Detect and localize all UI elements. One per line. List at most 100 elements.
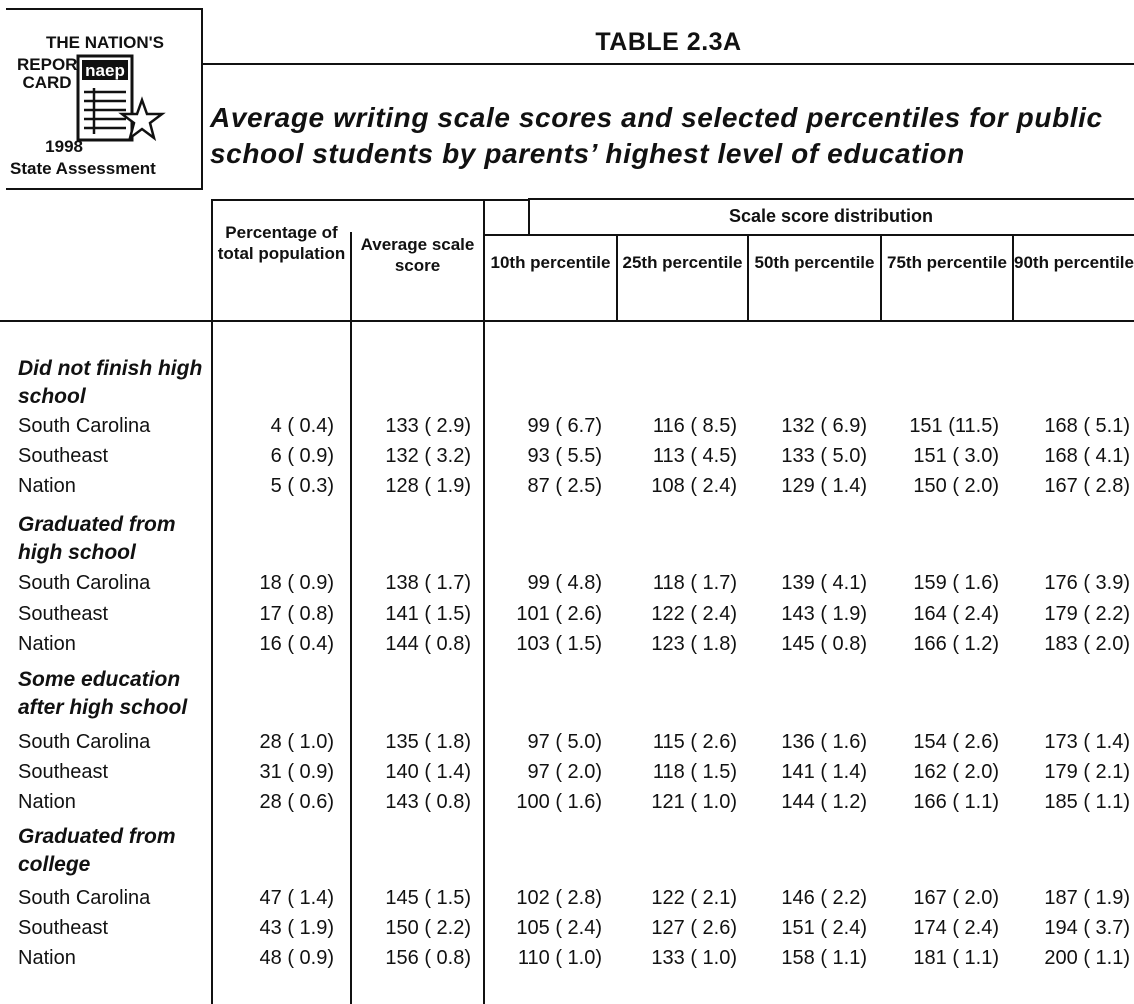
cell-p50: 139 ( 4.1) xyxy=(781,572,867,594)
cell-p10: 87 ( 2.5) xyxy=(527,475,602,497)
cell-average: 145 ( 1.5) xyxy=(385,887,471,909)
cell-average: 135 ( 1.8) xyxy=(385,731,471,753)
cell-p75: 164 ( 2.4) xyxy=(913,603,999,625)
row-label: Southeast xyxy=(18,603,109,625)
cell-percentage: 16 ( 0.4) xyxy=(259,633,334,655)
cell-p75: 162 ( 2.0) xyxy=(913,761,999,783)
logo-report-card-text: REPORT CARD xyxy=(17,55,88,92)
cell-p90: 168 ( 5.1) xyxy=(1044,415,1130,437)
cell-p10: 93 ( 5.5) xyxy=(527,445,602,467)
cell-p10: 97 ( 2.0) xyxy=(527,761,602,783)
cell-p75: 150 ( 2.0) xyxy=(913,475,999,497)
cell-p75: 166 ( 1.1) xyxy=(913,791,999,813)
distribution-underline xyxy=(483,234,1134,236)
group-label: Did not finish high school xyxy=(18,357,203,408)
cell-average: 141 ( 1.5) xyxy=(385,603,471,625)
cell-p90: 176 ( 3.9) xyxy=(1044,572,1130,594)
cell-p90: 173 ( 1.4) xyxy=(1044,731,1130,753)
cell-p90: 187 ( 1.9) xyxy=(1044,887,1130,909)
group-label: Graduated from high school xyxy=(18,513,176,564)
header-divider-25 xyxy=(616,236,618,320)
cell-p75: 154 ( 2.6) xyxy=(913,731,999,753)
cell-p25: 123 ( 1.8) xyxy=(651,633,737,655)
cell-p50: 129 ( 1.4) xyxy=(781,475,867,497)
cell-average: 128 ( 1.9) xyxy=(385,475,471,497)
row-label: Nation xyxy=(18,633,76,655)
cell-p50: 158 ( 1.1) xyxy=(781,947,867,969)
cell-percentage: 4 ( 0.4) xyxy=(270,415,334,437)
cell-p75: 174 ( 2.4) xyxy=(913,917,999,939)
cell-p25: 108 ( 2.4) xyxy=(651,475,737,497)
cell-average: 133 ( 2.9) xyxy=(385,415,471,437)
cell-average: 150 ( 2.2) xyxy=(385,917,471,939)
header-divider-90 xyxy=(1012,236,1014,320)
logo-brand-text: naep xyxy=(85,61,125,80)
cell-average: 140 ( 1.4) xyxy=(385,761,471,783)
cell-p25: 113 ( 4.5) xyxy=(652,445,737,467)
cell-average: 156 ( 0.8) xyxy=(385,947,471,969)
cell-p50: 143 ( 1.9) xyxy=(781,603,867,625)
row-label: Southeast xyxy=(18,761,109,783)
cell-p10: 99 ( 6.7) xyxy=(527,415,602,437)
title-divider xyxy=(203,63,1134,65)
cell-p25: 118 ( 1.7) xyxy=(652,572,737,594)
cell-percentage: 28 ( 1.0) xyxy=(259,731,334,753)
cell-p10: 110 ( 1.0) xyxy=(517,947,602,969)
cell-p90: 179 ( 2.2) xyxy=(1044,603,1130,625)
cell-p50: 141 ( 1.4) xyxy=(781,761,867,783)
cell-p50: 151 ( 2.4) xyxy=(781,917,867,939)
cell-p75: 167 ( 2.0) xyxy=(913,887,999,909)
cell-p25: 118 ( 1.5) xyxy=(652,761,737,783)
cell-p75: 181 ( 1.1) xyxy=(913,947,999,969)
logo-year: 1998 xyxy=(45,137,83,156)
header-divider-50 xyxy=(747,236,749,320)
cell-percentage: 17 ( 0.8) xyxy=(259,603,334,625)
naep-logo: THE NATION'S REPORT CARD naep 1998 State… xyxy=(6,8,203,190)
cell-p75: 151 ( 3.0) xyxy=(913,445,999,467)
cell-percentage: 6 ( 0.9) xyxy=(270,445,334,467)
header-p50: 50th percentile xyxy=(754,253,875,272)
cell-p25: 133 ( 1.0) xyxy=(651,947,737,969)
row-label: Nation xyxy=(18,475,76,497)
header-p75: 75th percentile xyxy=(887,253,1007,272)
cell-percentage: 47 ( 1.4) xyxy=(259,887,334,909)
row-label: South Carolina xyxy=(18,887,151,909)
logo-state-assessment: State Assessment xyxy=(10,159,156,178)
cell-average: 143 ( 0.8) xyxy=(385,791,471,813)
cell-p50: 132 ( 6.9) xyxy=(781,415,867,437)
header-p90: 90th percentile xyxy=(1014,253,1134,272)
group-label: Some education after high school xyxy=(18,668,188,719)
cell-p50: 133 ( 5.0) xyxy=(781,445,867,467)
cell-p50: 145 ( 0.8) xyxy=(781,633,867,655)
table-title: Average writing scale scores and selecte… xyxy=(210,102,1103,169)
cell-percentage: 28 ( 0.6) xyxy=(259,791,334,813)
column-divider-average xyxy=(483,199,485,1004)
cell-p90: 185 ( 1.1) xyxy=(1044,791,1130,813)
cell-p90: 200 ( 1.1) xyxy=(1044,947,1130,969)
cell-p10: 97 ( 5.0) xyxy=(527,731,602,753)
column-divider-label xyxy=(211,199,213,1004)
cell-p10: 100 ( 1.6) xyxy=(516,791,602,813)
cell-percentage: 18 ( 0.9) xyxy=(259,572,334,594)
row-label: South Carolina xyxy=(18,415,151,437)
header-bottom-rule xyxy=(0,320,1134,322)
row-label: Nation xyxy=(18,791,76,813)
cell-p25: 116 ( 8.5) xyxy=(652,415,737,437)
header-top-rule xyxy=(211,199,528,201)
cell-p10: 99 ( 4.8) xyxy=(527,572,602,594)
column-divider-percentage xyxy=(350,232,352,1004)
row-label: Southeast xyxy=(18,445,109,467)
cell-p75: 166 ( 1.2) xyxy=(913,633,999,655)
cell-p50: 146 ( 2.2) xyxy=(781,887,867,909)
header-average: Average scale score xyxy=(360,235,475,275)
cell-p90: 168 ( 4.1) xyxy=(1044,445,1130,467)
header-divider-75 xyxy=(880,236,882,320)
cell-p75: 151 (11.5) xyxy=(909,415,999,437)
row-label: Southeast xyxy=(18,917,109,939)
distribution-heading: Scale score distribution xyxy=(728,206,934,226)
cell-p75: 159 ( 1.6) xyxy=(913,572,999,594)
cell-p10: 103 ( 1.5) xyxy=(516,633,602,655)
cell-p10: 102 ( 2.8) xyxy=(516,887,602,909)
cell-p50: 144 ( 1.2) xyxy=(781,791,867,813)
